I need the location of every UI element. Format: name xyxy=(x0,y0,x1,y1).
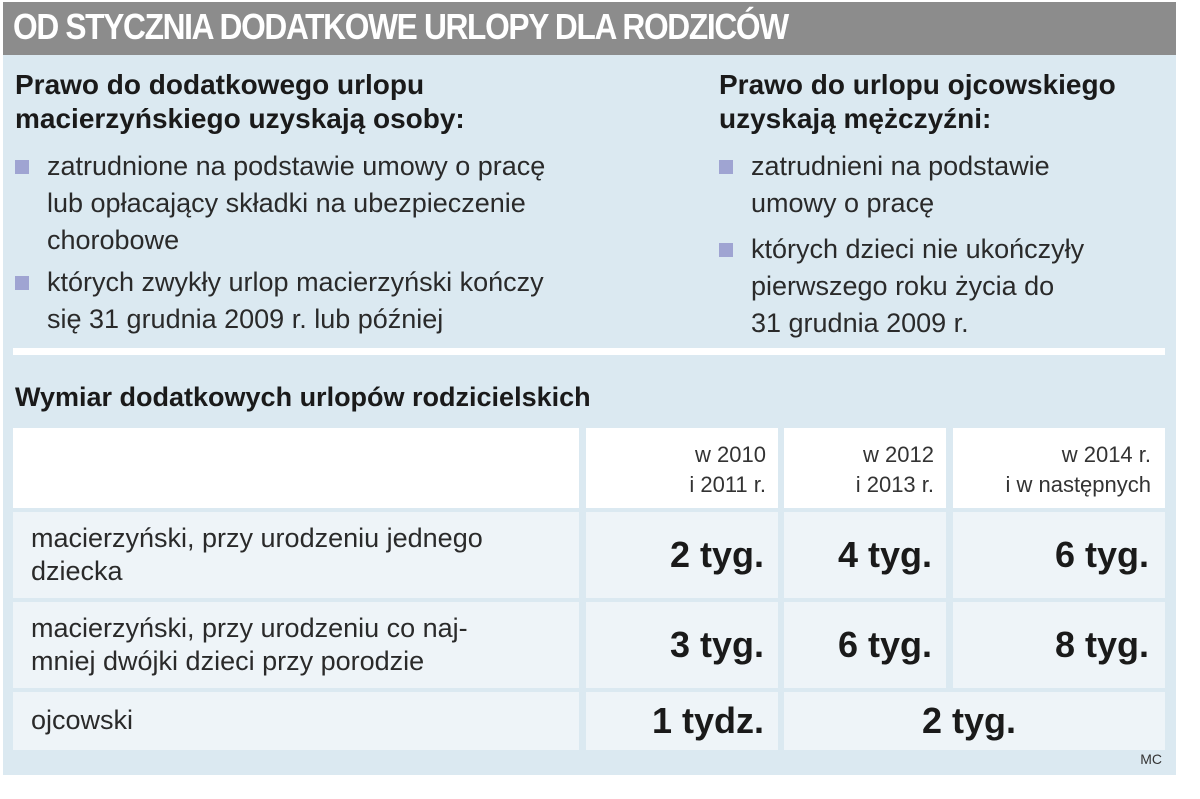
bullet-line: pierwszego roku życia do xyxy=(751,271,1055,301)
row-label-line: macierzyński, przy urodzeniu jednego xyxy=(31,523,483,553)
table-row-label-cell: macierzyński, przy urodzeniu co naj- mni… xyxy=(13,602,579,688)
column-header-line: i 2011 r. xyxy=(689,472,766,497)
right-bullet-1: zatrudnieni na podstawie umowy o pracę xyxy=(719,148,1159,222)
table-header-cell: w 2014 r. i w następnych xyxy=(953,428,1165,508)
bullet-line: chorobowe xyxy=(47,225,180,255)
table-value-cell: 1 tydz. xyxy=(586,692,778,750)
page-title: OD STYCZNIA DODATKOWE URLOPY DLA RODZICÓ… xyxy=(13,6,789,47)
column-header-line: w 2010 xyxy=(695,442,766,467)
bullet-line: 31 grudnia 2009 r. xyxy=(751,308,969,338)
table-value: 4 tyg. xyxy=(837,534,932,575)
bullet-line: umowy o pracę xyxy=(751,188,935,218)
table-row-label-cell: ojcowski xyxy=(13,692,579,750)
section-divider xyxy=(13,348,1165,355)
bullet-text: których zwykły urlop macierzyński kończy… xyxy=(47,264,544,338)
table-value-cell: 3 tyg. xyxy=(586,602,778,688)
table-header-cell: w 2010 i 2011 r. xyxy=(586,428,778,508)
bullet-line: lub opłacający składki na ubezpieczenie xyxy=(47,188,526,218)
table-value: 2 tyg. xyxy=(922,700,1017,741)
bullet-line: których dzieci nie ukończyły xyxy=(751,234,1085,264)
bullet-square-icon xyxy=(719,160,733,174)
bullet-text: zatrudnieni na podstawie umowy o pracę xyxy=(751,148,1050,222)
source-note: MC xyxy=(1140,751,1162,767)
infographic-panel: OD STYCZNIA DODATKOWE URLOPY DLA RODZICÓ… xyxy=(3,2,1176,775)
table-value: 6 tyg. xyxy=(837,624,932,665)
bullet-text: zatrudnione na podstawie umowy o pracę l… xyxy=(47,148,545,259)
bullet-square-icon xyxy=(15,160,29,174)
bullet-line: których zwykły urlop macierzyński kończy xyxy=(47,267,544,297)
left-heading-line: Prawo do dodatkowego urlopu xyxy=(15,69,425,100)
header-bar: OD STYCZNIA DODATKOWE URLOPY DLA RODZICÓ… xyxy=(3,2,1176,55)
table-row-label-cell: macierzyński, przy urodzeniu jednego dzi… xyxy=(13,512,579,598)
column-header-line: w 2014 r. xyxy=(1061,442,1151,467)
right-heading: Prawo do urlopu ojcowskiego uzyskają męż… xyxy=(719,68,1116,136)
table-value-cell-merged: 2 tyg. xyxy=(784,692,1165,750)
left-heading-line: macierzyńskiego uzyskają osoby: xyxy=(15,103,465,134)
row-label-line: ojcowski xyxy=(31,705,134,735)
table-header-cell: w 2012 i 2013 r. xyxy=(784,428,946,508)
table-value: 3 tyg. xyxy=(669,624,764,665)
row-label-line: macierzyński, przy urodzeniu co naj- xyxy=(31,613,468,643)
table-value-cell: 4 tyg. xyxy=(784,512,946,598)
bullet-text: których dzieci nie ukończyły pierwszego … xyxy=(751,231,1084,342)
table-value-cell: 2 tyg. xyxy=(586,512,778,598)
table-value-cell: 6 tyg. xyxy=(784,602,946,688)
column-header-line: i 2013 r. xyxy=(855,472,934,497)
table-value-cell: 8 tyg. xyxy=(953,602,1165,688)
right-heading-line: Prawo do urlopu ojcowskiego xyxy=(719,69,1116,100)
bullet-line: się 31 grudnia 2009 r. lub później xyxy=(47,304,444,334)
table-value-cell: 6 tyg. xyxy=(953,512,1165,598)
table-corner-cell xyxy=(13,428,579,508)
table-value: 6 tyg. xyxy=(1054,534,1149,575)
row-label-line: dziecka xyxy=(31,556,123,586)
left-heading: Prawo do dodatkowego urlopu macierzyński… xyxy=(15,68,465,136)
table-value: 8 tyg. xyxy=(1054,624,1149,665)
left-bullet-2: których zwykły urlop macierzyński kończy… xyxy=(15,264,655,338)
bullet-square-icon xyxy=(719,243,733,257)
table-value: 1 tydz. xyxy=(651,700,764,741)
row-label-line: mniej dwójki dzieci przy porodzie xyxy=(31,646,425,676)
bullet-square-icon xyxy=(15,276,29,290)
bullet-line: zatrudnione na podstawie umowy o pracę xyxy=(47,151,546,181)
column-header-line: w 2012 xyxy=(863,442,934,467)
right-heading-line: uzyskają mężczyźni: xyxy=(719,103,992,134)
table-value: 2 tyg. xyxy=(669,534,764,575)
column-header-line: i w następnych xyxy=(1005,472,1151,497)
left-bullet-1: zatrudnione na podstawie umowy o pracę l… xyxy=(15,148,655,259)
table-title: Wymiar dodatkowych urlopów rodzicielskic… xyxy=(15,382,591,412)
right-bullet-2: których dzieci nie ukończyły pierwszego … xyxy=(719,231,1159,342)
bullet-line: zatrudnieni na podstawie xyxy=(751,151,1050,181)
